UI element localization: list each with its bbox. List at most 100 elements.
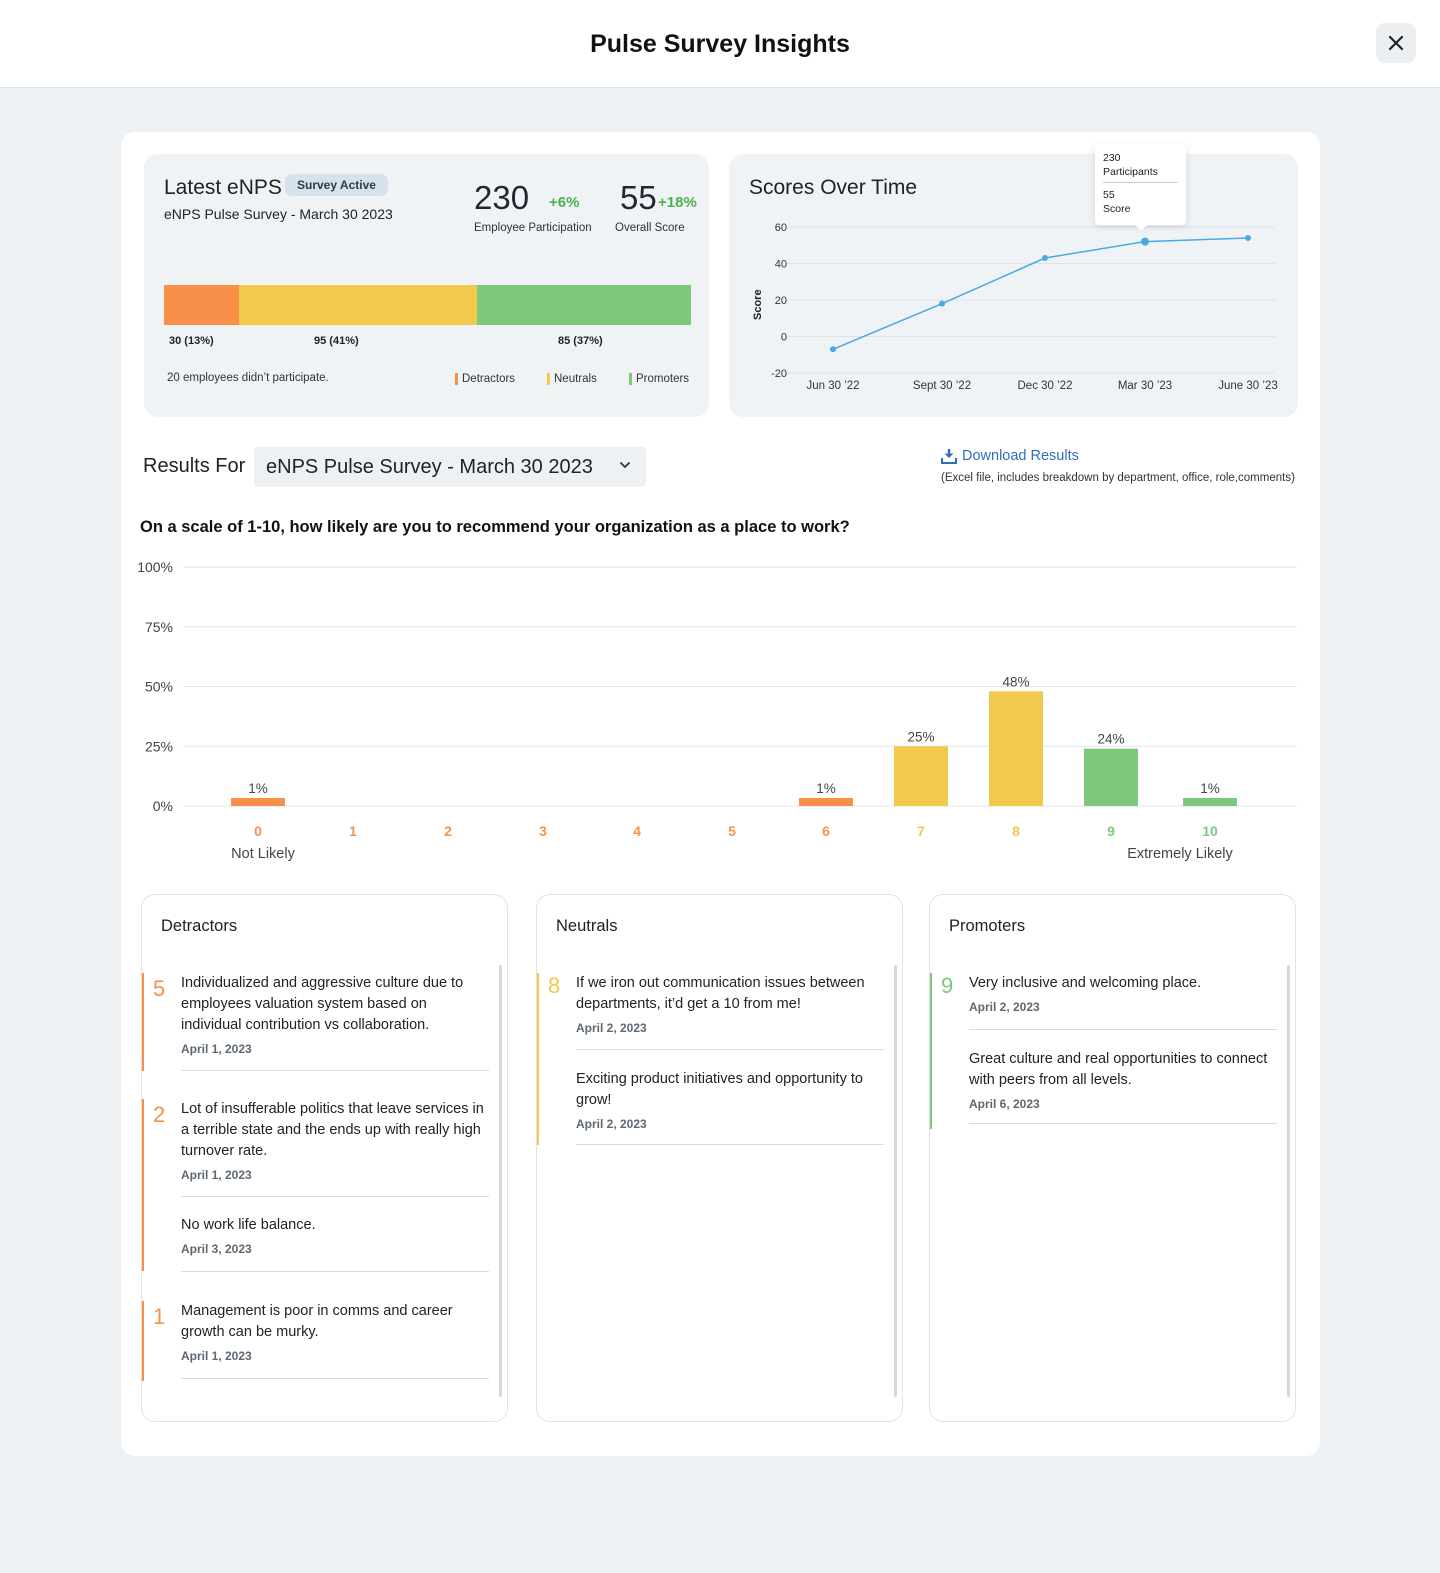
bar-value-label: 1% <box>248 781 268 796</box>
y-axis-label: Score <box>752 289 764 320</box>
x-tick-label: 10 <box>1202 823 1218 839</box>
survey-select[interactable]: eNPS Pulse Survey - March 30 2023 <box>254 447 646 487</box>
comment-item: If we iron out communication issues betw… <box>576 973 884 1050</box>
survey-question: On a scale of 1-10, how likely are you t… <box>140 518 850 536</box>
legend-label: Detractors <box>462 373 516 385</box>
score-point[interactable] <box>939 300 945 307</box>
tooltip-participants-value: 230 <box>1103 152 1121 164</box>
comment-date: April 2, 2023 <box>576 1021 647 1035</box>
score-point[interactable] <box>1141 237 1149 246</box>
legend-neutrals: Neutrals <box>547 373 597 385</box>
score-label: Overall Score <box>615 222 685 234</box>
x-tick-label: 0 <box>254 823 262 839</box>
download-note: (Excel file, includes breakdown by depar… <box>941 472 1295 484</box>
scrollbar[interactable] <box>1287 965 1290 1397</box>
score-bar[interactable] <box>1084 748 1138 806</box>
x-tick-label: 4 <box>633 823 641 839</box>
x-tick-label: 9 <box>1107 823 1115 839</box>
score-delta: +18% <box>658 194 697 211</box>
comment-text: If we iron out communication issues betw… <box>576 975 865 1012</box>
y-tick-label: 20 <box>775 295 787 307</box>
legend-promoters: Promoters <box>629 373 689 385</box>
tooltip-participants-label: Participants <box>1103 166 1158 178</box>
latest-enps-card: Latest eNPS Survey Active eNPS Pulse Sur… <box>144 154 709 417</box>
enps-stacked-bar <box>164 285 691 325</box>
comment-date: April 1, 2023 <box>181 1042 252 1056</box>
score-distribution-chart: 100% 75% 50% 25% 0% 1% 0 1 2 3 4 5 1% 6 25% 7 48% 8 24% 9 1%… <box>137 559 1297 862</box>
download-label: Download Results <box>962 448 1079 464</box>
comment-date: April 6, 2023 <box>969 1097 1040 1111</box>
x-tick-label: 6 <box>822 823 830 839</box>
scores-over-time-card: Scores Over Time 60 40 20 0 -20 Score Jun 30 ’… <box>729 154 1298 417</box>
x-tick-label: 2 <box>444 823 452 839</box>
comment-date: April 2, 2023 <box>969 1000 1040 1014</box>
comment-date: April 3, 2023 <box>181 1242 252 1256</box>
group-score: 9 <box>941 973 954 998</box>
x-tick-label: Mar 30 ’23 <box>1118 380 1172 392</box>
scores-over-time-title: Scores Over Time <box>749 176 918 199</box>
y-tick-label: 60 <box>775 222 787 234</box>
group-score: 2 <box>153 1102 166 1127</box>
survey-select-value: eNPS Pulse Survey - March 30 2023 <box>266 455 593 478</box>
results-for-label: Results For <box>143 455 246 477</box>
x-tick-label: Jun 30 ’22 <box>806 380 859 392</box>
y-tick-label: 100% <box>137 559 173 575</box>
scale-low-label: Not Likely <box>231 846 295 862</box>
neutrals-count: 95 (41%) <box>314 335 359 347</box>
promoters-column: Promoters 9 Very inclusive and welcoming… <box>929 894 1296 1422</box>
group-score: 8 <box>548 973 561 998</box>
x-tick-label: Dec 30 ’22 <box>1018 380 1073 392</box>
scrollbar[interactable] <box>894 965 897 1397</box>
comment-text: Very inclusive and welcoming place. <box>969 975 1202 991</box>
download-icon <box>941 449 957 464</box>
comment-text: Exciting product initiatives and opportu… <box>576 1071 863 1108</box>
scores-line-chart: 60 40 20 0 -20 Score Jun 30 ’22 Sept 30 ’22 Dec … <box>752 222 1278 392</box>
y-tick-label: 50% <box>145 679 173 695</box>
legend-label: Neutrals <box>554 373 597 385</box>
legend-detractors: Detractors <box>455 373 515 385</box>
score-point[interactable] <box>1245 234 1251 241</box>
scrollbar[interactable] <box>499 965 502 1397</box>
x-tick-label: 8 <box>1012 823 1020 839</box>
bar-value-label: 25% <box>907 729 934 744</box>
header-bar: Pulse Survey Insights <box>0 0 1440 88</box>
score-bar[interactable] <box>231 798 285 806</box>
scale-high-label: Extremely Likely <box>1127 846 1233 862</box>
participation-value: 230 <box>474 179 530 216</box>
comment-item: Individualized and aggressive culture du… <box>181 973 489 1071</box>
y-tick-label: 40 <box>775 259 787 271</box>
comment-item: Lot of insufferable politics that leave … <box>181 1099 489 1197</box>
promoters-segment <box>476 285 691 325</box>
bar-value-label: 1% <box>1200 781 1220 796</box>
score-point[interactable] <box>1042 255 1048 262</box>
score-point[interactable] <box>830 346 836 353</box>
x-tick-label: June 30 ’23 <box>1218 380 1277 392</box>
score-bar[interactable] <box>989 691 1043 806</box>
download-results-link[interactable]: Download Results <box>941 448 1079 464</box>
neutrals-column: Neutrals 8 If we iron out communication … <box>536 894 903 1422</box>
x-tick-label: Sept 30 ’22 <box>913 380 971 392</box>
comment-item: Exciting product initiatives and opportu… <box>576 1069 884 1145</box>
chevron-down-icon <box>620 462 630 468</box>
latest-enps-title: Latest eNPS <box>164 176 282 199</box>
close-button[interactable] <box>1376 23 1416 63</box>
survey-subtitle: eNPS Pulse Survey - March 30 2023 <box>164 206 393 222</box>
x-tick-label: 3 <box>539 823 547 839</box>
comment-text: Individualized and aggressive culture du… <box>181 975 464 1033</box>
score-bar[interactable] <box>799 798 853 806</box>
y-tick-label: 0% <box>153 798 173 814</box>
legend-label: Promoters <box>636 373 690 385</box>
score-bar[interactable] <box>1183 798 1237 806</box>
comment-text: Management is poor in comms and career g… <box>181 1303 453 1340</box>
close-icon <box>1388 35 1404 51</box>
page-title: Pulse Survey Insights <box>590 30 850 58</box>
comment-text: No work life balance. <box>181 1217 316 1233</box>
detractors-segment <box>164 285 240 325</box>
comment-text: Lot of insufferable politics that leave … <box>181 1101 484 1159</box>
promoters-count: 85 (37%) <box>558 335 603 347</box>
comment-date: April 1, 2023 <box>181 1168 252 1182</box>
tooltip-score-label: Score <box>1103 203 1131 215</box>
score-bar[interactable] <box>894 746 948 806</box>
insights-panel: Latest eNPS Survey Active eNPS Pulse Sur… <box>121 132 1320 1456</box>
bar-value-label: 1% <box>816 781 836 796</box>
